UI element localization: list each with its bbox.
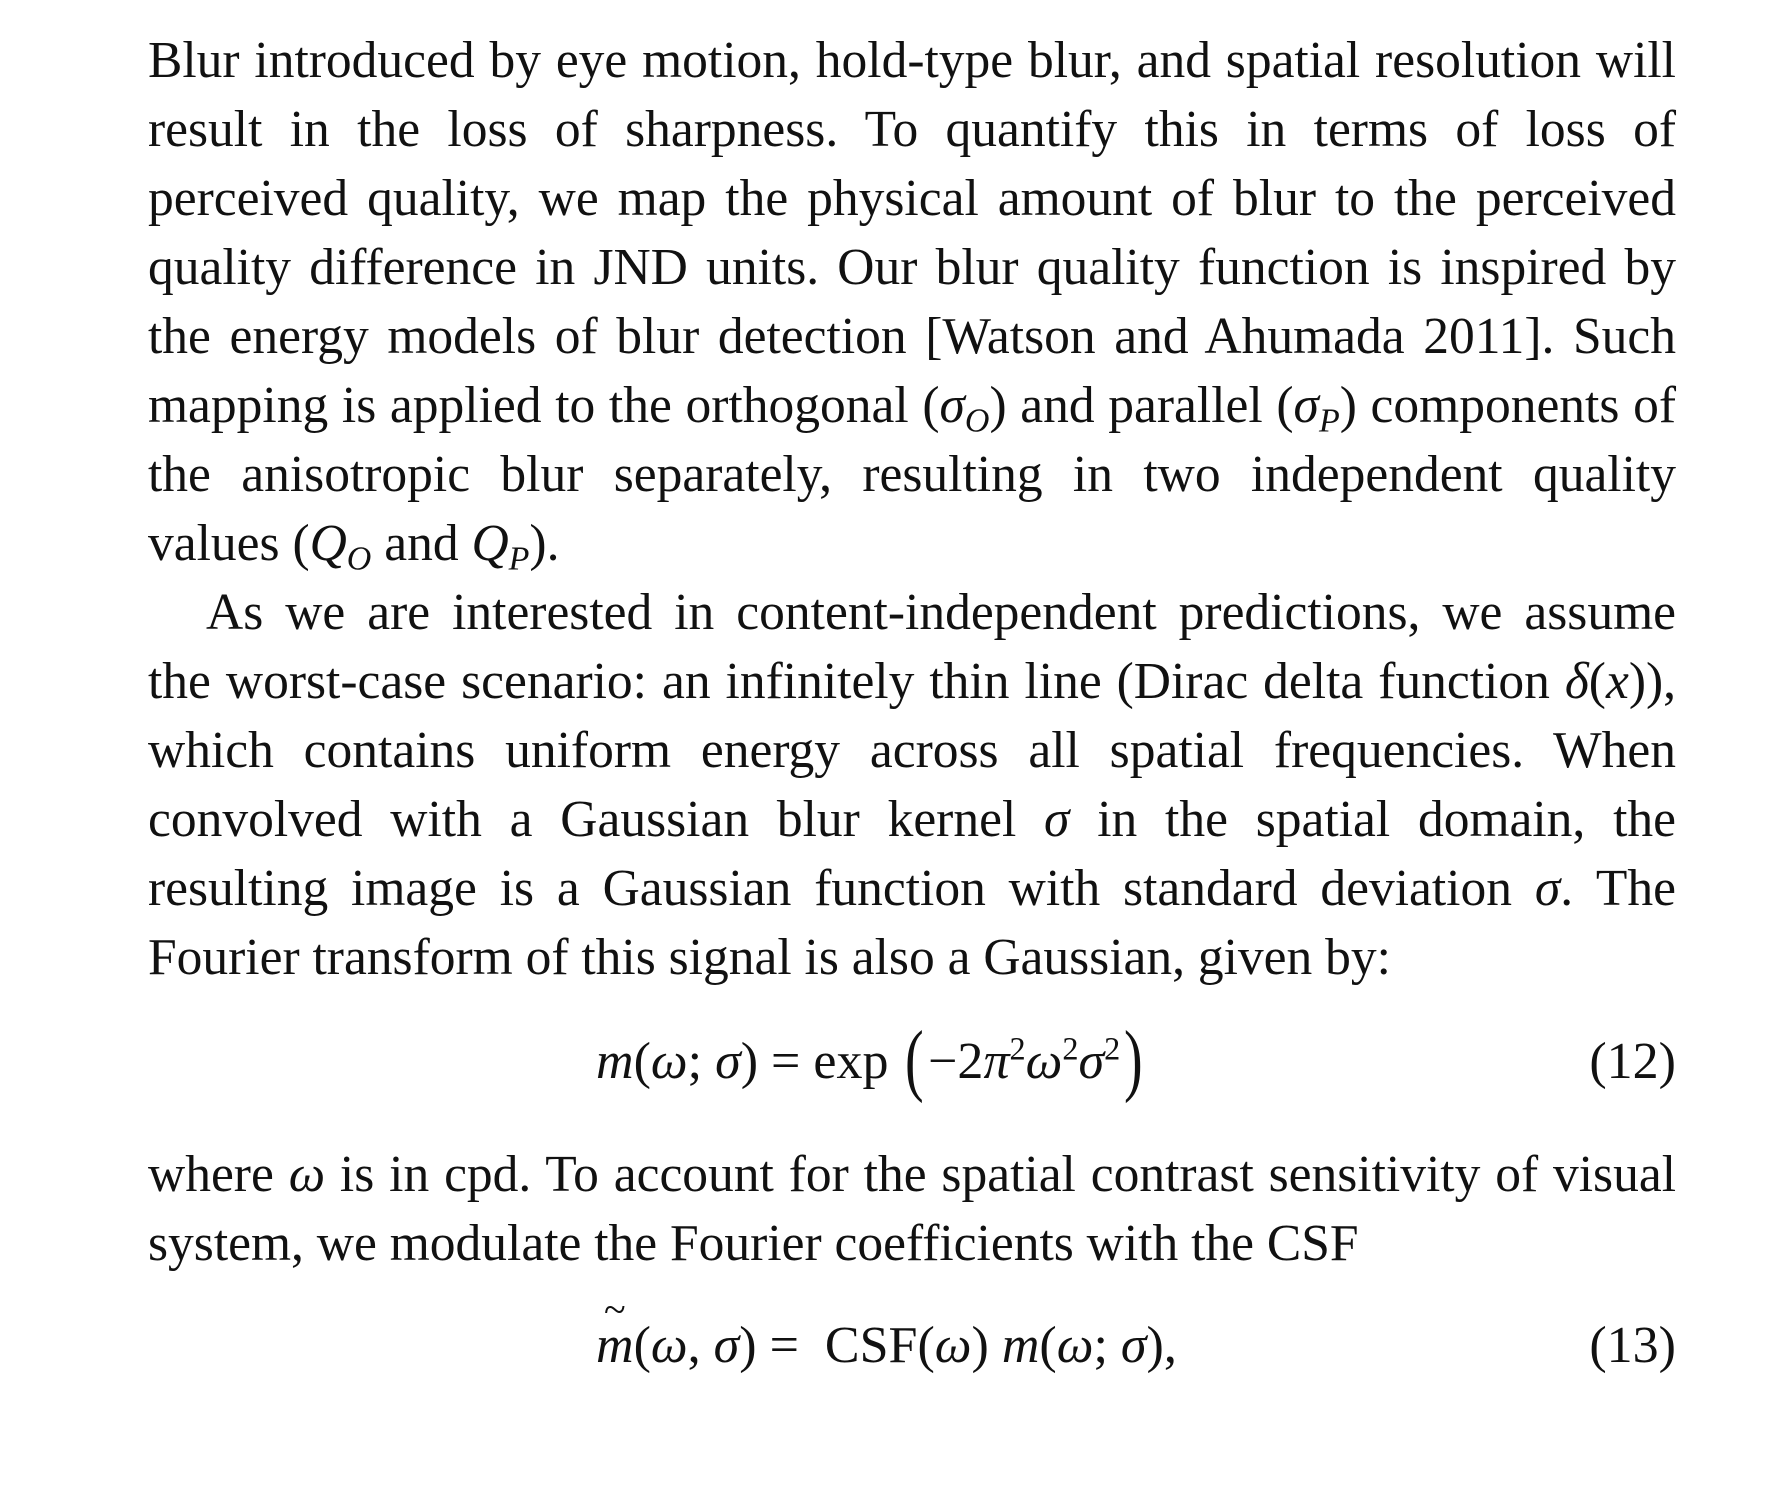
paragraph-csf: where ω is in cpd. To account for the sp… [148,1146,1677,1272]
equation-13-body: m(ω, σ) = CSF(ω) m(ω; σ), [596,1286,1177,1375]
equation-13: m(ω, σ) = CSF(ω) m(ω; σ), (13) [148,1284,1676,1424]
equation-number: (12) [1589,1033,1676,1090]
paragraph-worst-case: As we are interested in content-independ… [148,584,1676,986]
equation-12-body: m(ω; σ) = exp (−2π2ω2σ2) [596,1016,1143,1104]
paragraph-blur-quality: Blur introduced by eye motion, hold-type… [148,32,1676,578]
equation-number: (13) [1589,1317,1676,1374]
equation-12: m(ω; σ) = exp (−2π2ω2σ2) (12) [148,1000,1676,1140]
paper-column: Blur introduced by eye motion, hold-type… [148,26,1676,1424]
